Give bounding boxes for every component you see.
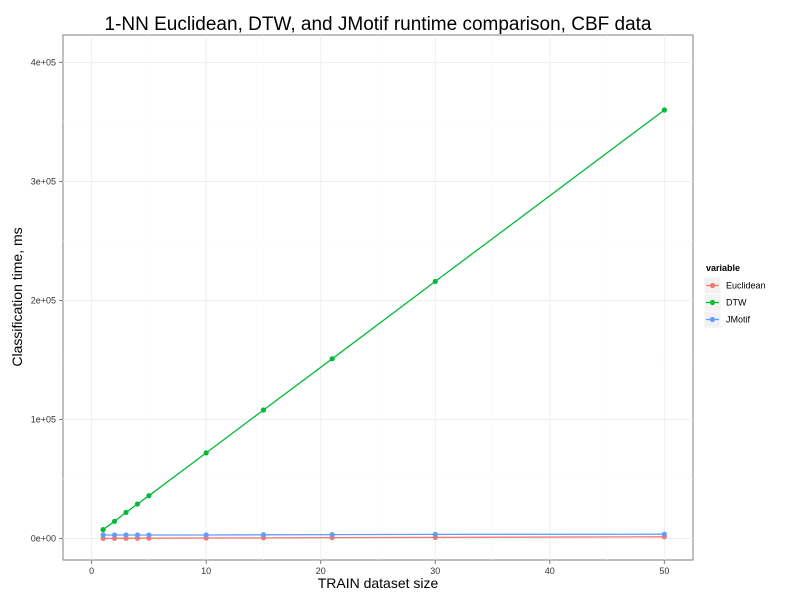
data-point [100,532,106,538]
data-point [134,532,141,538]
legend-label: Euclidean [726,281,766,291]
y-tick-label: 4e+05 [31,57,56,67]
data-point [100,527,106,533]
x-tick-label: 20 [316,566,326,576]
data-point [329,532,335,538]
legend-item-dtw: DTW [703,293,747,312]
data-point [111,532,118,538]
legend-label: JMotif [726,315,751,325]
y-tick-label: 1e+05 [31,415,56,425]
legend-title: variable [706,263,740,273]
y-tick-label: 0e+00 [31,534,56,544]
data-point [146,493,152,499]
legend-item-jmotif: JMotif [703,310,751,329]
legend-key-point [709,316,716,323]
series-jmotif [100,531,667,538]
y-tick-label: 2e+05 [31,295,56,305]
data-point [146,532,152,538]
data-point [661,107,667,113]
chart-title: 1-NN Euclidean, DTW, and JMotif runtime … [105,14,652,35]
data-point [123,509,129,515]
data-point [329,356,335,362]
x-axis-title: TRAIN dataset size [318,575,439,591]
series-line [103,536,665,540]
x-tick-label: 0 [89,566,94,576]
data-point [260,407,267,413]
data-point [203,532,209,538]
data-point [123,532,129,538]
x-tick-label: 30 [430,566,440,576]
legend-key-point [709,282,716,289]
series-dtw [100,107,667,533]
x-tick-label: 10 [201,566,211,576]
y-tick-label: 3e+05 [31,176,56,186]
legend-item-euclidean: Euclidean [703,276,766,295]
series-line [102,109,665,531]
x-tick-label: 50 [659,566,669,576]
data-point [432,278,438,285]
legend: variable Euclidean DTW JMotif [703,263,766,329]
data-point [111,518,118,524]
data-point [661,531,667,537]
data-point [134,501,141,507]
data-point [203,450,209,456]
y-axis-title: Classification time, ms [9,227,25,366]
legend-key-point [709,299,716,306]
legend-label: DTW [726,298,747,308]
data-point [432,531,438,538]
series-line [103,533,665,536]
series-layer [100,107,667,542]
axis-ticks: 0 10 20 30 40 50 0e+00 1e+05 2e+05 3e+05 4e+05 [31,57,670,576]
x-tick-label: 40 [545,566,555,576]
grid [63,35,693,560]
data-point [260,532,267,538]
